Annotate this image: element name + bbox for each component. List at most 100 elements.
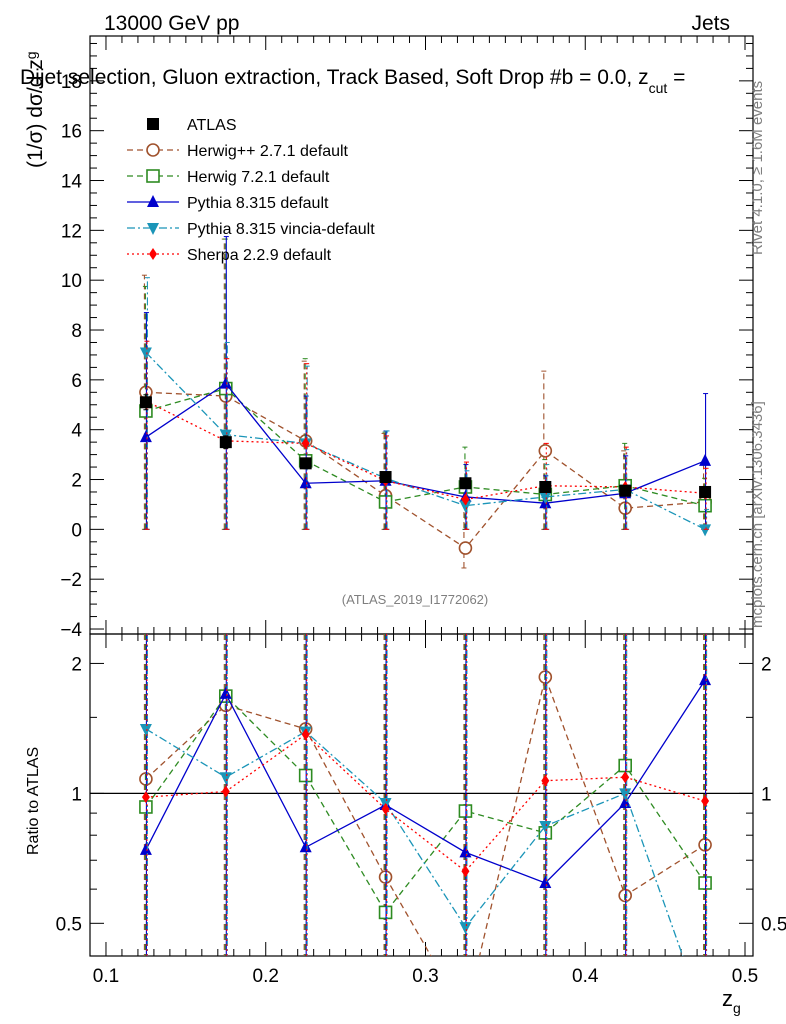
plot-title-tail: = (667, 66, 685, 89)
ratio-series-line (145, 679, 706, 884)
ratio-series-line (145, 733, 706, 873)
category-label: Jets (691, 12, 730, 35)
legend-marker (147, 195, 159, 207)
y-tick-label: −2 (60, 570, 82, 591)
legend-label: Pythia 8.315 default (187, 195, 329, 212)
ratio-data-point (541, 774, 550, 787)
ratio-data-point (299, 840, 312, 853)
data-point (459, 477, 472, 490)
y-tick-label: 6 (71, 371, 82, 392)
legend-marker (147, 118, 159, 130)
legend-label: ATLAS (187, 117, 237, 134)
data-point (299, 457, 312, 470)
ratio-data-point (381, 803, 390, 816)
data-point (458, 541, 473, 555)
data-point (139, 396, 152, 409)
data-point (699, 453, 712, 466)
main-panel: −4 −2 0 2 4 6 8 10 12 14 16 18 (60, 35, 754, 641)
legend-label: Herwig 7.2.1 default (187, 169, 330, 186)
data-point (461, 493, 470, 506)
data-point (459, 500, 472, 513)
x-tick-label: 0.4 (572, 966, 599, 987)
ratio-data-point (539, 821, 552, 834)
y-tick-label: 16 (61, 122, 82, 143)
series-line (145, 382, 706, 504)
ratio-y-tick-label: 1 (71, 784, 82, 805)
ratio-series-line (145, 728, 684, 956)
y-tick-label: 12 (61, 221, 82, 242)
ratio-data-point (459, 922, 472, 935)
ratio-data-point (699, 673, 712, 686)
y-tick-label: −4 (60, 620, 82, 641)
ratio-data-point (461, 865, 470, 878)
y-axis-label-sub: g (23, 51, 39, 59)
y-axis-label-main: (1/σ) dσ/d zg (23, 51, 47, 168)
ratio-data-point (139, 842, 152, 855)
x-axis-label: zg (722, 986, 741, 1016)
y-tick-label: 8 (71, 321, 82, 342)
data-point (219, 436, 232, 449)
data-point (219, 376, 232, 389)
legend-marker (149, 248, 157, 260)
mcplots-reference: mcplots.cern.ch [arXiv:1306.3436] (749, 401, 766, 628)
y-axis-label-text: (1/σ) dσ/d z (24, 59, 47, 168)
legend: ATLAS Herwig++ 2.7.1 default Herwig 7.2.1 … (127, 117, 375, 264)
ratio-data-point (701, 795, 710, 808)
data-point (379, 471, 392, 484)
legend-marker (146, 143, 160, 157)
x-tick-label: 0.2 (253, 966, 279, 987)
ratio-y-tick-label-right: 2 (761, 654, 772, 675)
ratio-y-tick-label: 2 (71, 654, 82, 675)
data-point (139, 347, 152, 360)
plot-title: Dijet selection, Gluon extraction, Track… (20, 66, 685, 96)
data-point (619, 484, 632, 497)
legend-marker (147, 223, 159, 235)
ratio-data-point (619, 795, 632, 808)
data-point (539, 480, 552, 493)
x-tick-label: 0.3 (412, 966, 438, 987)
legend-label: Pythia 8.315 vincia-default (187, 221, 375, 238)
ratio-data-point (619, 788, 632, 801)
x-axis-label-text: z (722, 986, 733, 1011)
plot-title-sub: cut (649, 80, 668, 96)
data-marks (139, 236, 712, 956)
data-point (301, 437, 310, 450)
ratio-data-point (459, 845, 472, 858)
ratio-data-point (539, 875, 552, 888)
ratio-data-point (219, 686, 232, 699)
energy-label: 13000 GeV pp (104, 12, 239, 35)
y-tick-label: 14 (61, 172, 83, 193)
analysis-id: (ATLAS_2019_I1772062) (342, 592, 488, 607)
rivet-version: Rivet 4.1.0, ≥ 1.6M events (749, 81, 766, 255)
data-point (538, 444, 553, 458)
ratio-series-group (139, 634, 712, 956)
ratio-data-point (219, 772, 232, 785)
y-tick-label: 2 (71, 471, 82, 492)
data-point (699, 485, 712, 498)
ratio-data-point (301, 728, 310, 741)
x-tick-label: 0.5 (732, 966, 758, 987)
ratio-y-tick-label: 0.5 (56, 914, 82, 935)
ratio-data-point (141, 791, 150, 804)
y-tick-label: 4 (71, 421, 82, 442)
ratio-data-point (621, 771, 630, 784)
series-line (145, 391, 706, 549)
x-axis-label-sub: g (733, 1000, 741, 1016)
x-tick-label: 0.1 (93, 966, 119, 987)
main-series-group (139, 236, 712, 569)
ratio-data-point (221, 785, 230, 798)
y-tick-label: 10 (61, 271, 82, 292)
series-line (145, 351, 706, 530)
ratio-panel: 0.1 0.2 0.3 0.4 0.5 0.5 0.5 1 1 2 2 (56, 633, 786, 987)
y-tick-label: 18 (61, 72, 82, 93)
ratio-frame (89, 633, 754, 957)
ratio-y-tick-label-right: 1 (761, 784, 772, 805)
legend-label: Sherpa 2.2.9 default (187, 247, 332, 264)
data-point (699, 524, 712, 537)
data-point (299, 476, 312, 489)
data-point (139, 430, 152, 443)
y-axis-label-ratio: Ratio to ATLAS (25, 747, 42, 855)
plot-title-main: Dijet selection, Gluon extraction, Track… (20, 66, 649, 89)
data-point (539, 491, 552, 504)
